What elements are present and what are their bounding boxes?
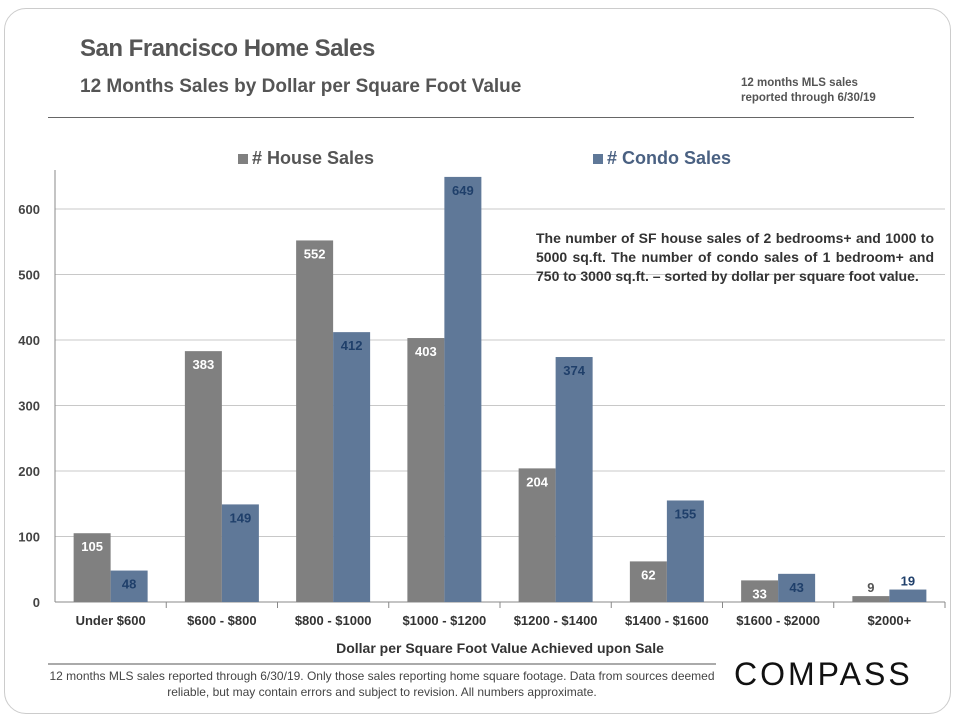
data-label: 374 — [563, 363, 585, 378]
legend-house: # House Sales — [238, 148, 374, 169]
y-tick-label: 300 — [18, 399, 40, 414]
y-tick-label: 400 — [18, 333, 40, 348]
y-tick-label: 600 — [18, 202, 40, 217]
x-tick-label: $1400 - $1600 — [625, 613, 709, 628]
x-tick-label: Under $600 — [76, 613, 146, 628]
bar-house — [518, 468, 556, 602]
bar-house — [184, 351, 222, 602]
bar-house — [629, 561, 667, 602]
x-tick-label: $1000 - $1200 — [402, 613, 486, 628]
data-label: 33 — [752, 586, 766, 601]
bar-house — [852, 596, 890, 602]
data-label: 649 — [452, 183, 474, 198]
data-label: 9 — [867, 580, 874, 595]
data-label: 552 — [304, 246, 326, 261]
bar-condo — [444, 176, 482, 602]
x-axis-title: Dollar per Square Foot Value Achieved up… — [336, 640, 664, 656]
source-note-line1: 12 months MLS sales — [741, 77, 858, 89]
bar-condo — [778, 573, 816, 602]
legend-swatch-condo — [593, 154, 603, 164]
data-label: 43 — [789, 580, 803, 595]
data-label: 19 — [901, 574, 915, 589]
data-label: 383 — [193, 357, 215, 372]
legend-label-house: # House Sales — [252, 148, 375, 168]
compass-logo: COMPASS — [734, 656, 913, 692]
bar-house — [741, 580, 779, 602]
y-tick-label: 0 — [33, 595, 40, 610]
data-label: 204 — [526, 474, 548, 489]
y-tick-label: 200 — [18, 464, 40, 479]
footer-divider — [48, 663, 716, 665]
data-label: 48 — [122, 577, 136, 592]
x-tick-label: $1200 - $1400 — [514, 613, 598, 628]
chart-annotation: The number of SF house sales of 2 bedroo… — [536, 230, 934, 284]
legend-condo: # Condo Sales — [593, 148, 731, 169]
bar-house — [407, 338, 445, 602]
x-tick-label: $800 - $1000 — [295, 613, 372, 628]
slide-frame — [4, 8, 951, 714]
header-divider — [48, 117, 914, 118]
page-title: San Francisco Home Sales — [80, 35, 375, 62]
page-subtitle: 12 Months Sales by Dollar per Square Foo… — [80, 76, 522, 97]
data-label: 62 — [641, 567, 655, 582]
data-label: 149 — [230, 510, 252, 525]
bar-condo — [889, 589, 927, 602]
data-label: 403 — [415, 344, 437, 359]
data-label: 105 — [81, 539, 103, 554]
source-note: 12 months MLS sales reported through 6/30… — [741, 76, 876, 106]
source-note-line2: reported through 6/30/19 — [741, 92, 876, 104]
y-tick-label: 100 — [18, 530, 40, 545]
bar-condo — [221, 504, 259, 602]
bar-house — [73, 533, 111, 602]
legend-label-condo: # Condo Sales — [607, 148, 732, 168]
bar-house — [296, 240, 334, 602]
x-tick-label: $600 - $800 — [187, 613, 256, 628]
footnote: 12 months MLS sales reported through 6/3… — [49, 669, 715, 699]
data-label: 412 — [341, 338, 363, 353]
bar-condo — [555, 357, 593, 602]
legend-swatch-house — [238, 154, 248, 164]
bar-condo — [666, 500, 704, 602]
x-tick-label: $1600 - $2000 — [736, 613, 820, 628]
x-tick-label: $2000+ — [868, 613, 912, 628]
data-label: 155 — [675, 506, 697, 521]
bar-condo — [333, 332, 371, 602]
bar-condo — [110, 570, 148, 602]
y-tick-label: 500 — [18, 268, 40, 283]
